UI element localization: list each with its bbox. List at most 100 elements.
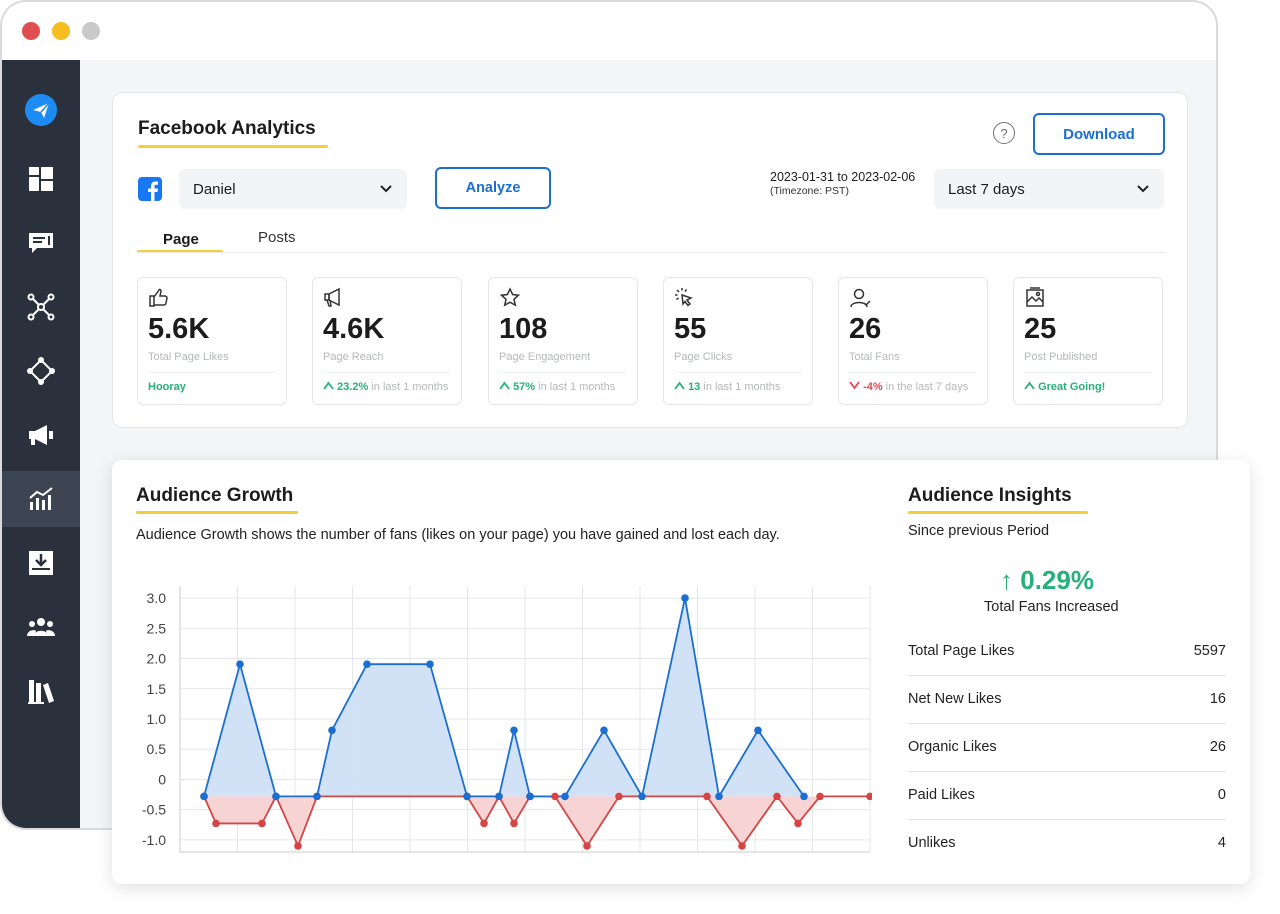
sidebar-item-library[interactable] <box>2 663 80 719</box>
maximize-window-button[interactable] <box>82 22 100 40</box>
network-icon <box>27 293 55 321</box>
series-gained-area <box>204 598 804 797</box>
data-point-lost <box>738 842 746 850</box>
data-point-gained <box>754 726 762 735</box>
stat-footer-strong: 23.2% <box>337 381 369 393</box>
data-point-gained <box>200 792 208 801</box>
help-icon[interactable]: ? <box>993 122 1015 144</box>
data-point-lost <box>480 819 488 828</box>
nodes-icon <box>27 357 55 385</box>
data-point-gained <box>526 792 534 801</box>
y-tick-label: 3.0 <box>147 590 167 606</box>
row-divider <box>908 675 1226 676</box>
data-point-gained <box>561 792 569 801</box>
data-point-gained <box>600 726 608 735</box>
y-tick-label: 0.5 <box>147 741 167 757</box>
stat-divider <box>1024 372 1152 373</box>
y-tick-label: 1.0 <box>147 711 167 727</box>
data-point-lost <box>551 792 559 801</box>
message-icon <box>29 233 53 253</box>
facebook-analytics-card: Facebook Analytics ? Download Daniel Ana… <box>112 92 1188 428</box>
date-range-text: 2023-01-31 to 2023-02-06 <box>770 170 916 184</box>
sidebar-item-dashboard[interactable] <box>2 151 80 207</box>
stat-card-total-fans[interactable]: 26 Total Fans -4% in the last 7 days <box>838 277 988 405</box>
arrow-up-icon: ↑ <box>1000 565 1013 595</box>
sidebar-item-analytics[interactable] <box>2 471 80 527</box>
fans-increase-label: Total Fans Increased <box>984 599 1119 615</box>
stat-card-page-reach[interactable]: 4.6K Page Reach 23.2% in last 1 months <box>312 277 462 405</box>
account-select[interactable]: Daniel <box>179 169 407 209</box>
insight-value: 5597 <box>1193 643 1226 659</box>
y-tick-label: 0 <box>158 771 166 787</box>
data-point-lost <box>773 792 781 801</box>
insight-value: 16 <box>1209 691 1226 707</box>
stat-footer-text: in last 1 months <box>535 381 616 393</box>
data-point-gained <box>236 660 244 668</box>
sidebar-item-connections[interactable] <box>2 343 80 399</box>
stat-footer-strong: Hooray <box>148 381 186 393</box>
fans-increase-percent: ↑ 0.29% <box>1000 565 1094 596</box>
insight-row-paid-likes: Paid Likes 0 <box>908 787 1226 835</box>
stat-footer-strong: Great Going! <box>1038 381 1106 393</box>
stat-footer: 13 in last 1 months <box>674 381 780 393</box>
insight-row-net-new-likes: Net New Likes 16 <box>908 691 1226 739</box>
period-select[interactable]: Last 7 days <box>934 169 1164 209</box>
insight-value: 26 <box>1209 739 1226 755</box>
period-select-value: Last 7 days <box>948 180 1025 198</box>
stat-footer-strong: 57% <box>513 381 536 393</box>
insight-label: Net New Likes <box>908 691 1002 707</box>
sidebar-item-downloads[interactable] <box>2 535 80 591</box>
stat-footer: 57% in last 1 months <box>499 381 615 393</box>
chevron-down-icon <box>1137 185 1149 193</box>
row-divider <box>908 819 1226 820</box>
title-underline <box>138 145 328 148</box>
sidebar-item-publish[interactable] <box>2 82 80 138</box>
y-tick-label: 1.5 <box>147 681 167 697</box>
stat-label: Page Engagement <box>499 351 591 363</box>
stat-divider <box>323 372 451 373</box>
close-window-button[interactable] <box>22 22 40 40</box>
sidebar-item-network[interactable] <box>2 279 80 335</box>
data-point-lost <box>212 819 220 828</box>
stat-value: 25 <box>1024 313 1057 345</box>
audience-growth-chart: 3.0 2.5 2.0 1.5 1.0 0.5 0 -0.5 -1.0 <box>142 586 872 853</box>
dashboard-icon <box>29 167 53 191</box>
stat-card-total-page-likes[interactable]: 5.6K Total Page Likes Hooray <box>137 277 287 405</box>
stat-card-post-published[interactable]: 25 Post Published Great Going! <box>1013 277 1163 405</box>
sidebar-item-messages[interactable] <box>2 215 80 271</box>
data-point-gained <box>272 792 280 801</box>
stat-value: 5.6K <box>148 313 210 345</box>
arrow-up-icon <box>323 381 334 390</box>
sidebar-item-ads[interactable] <box>2 407 80 463</box>
sidebar-item-team[interactable] <box>2 599 80 655</box>
data-point-lost <box>794 819 802 828</box>
stat-label: Total Page Likes <box>148 351 229 363</box>
account-select-value: Daniel <box>193 180 236 198</box>
stat-card-page-clicks[interactable]: 55 Page Clicks 13 in last 1 months <box>663 277 813 405</box>
stat-footer: Hooray <box>148 381 186 393</box>
stat-value: 108 <box>499 313 548 345</box>
insight-label: Unlikes <box>908 835 956 851</box>
tab-page[interactable]: Page <box>163 231 199 248</box>
y-tick-label: -0.5 <box>142 802 166 818</box>
data-point-lost <box>583 842 591 850</box>
stat-label: Page Clicks <box>674 351 733 363</box>
analytics-icon <box>29 487 53 510</box>
tab-posts[interactable]: Posts <box>258 229 296 246</box>
stat-value: 4.6K <box>323 313 385 345</box>
stat-card-page-engagement[interactable]: 108 Page Engagement 57% in last 1 months <box>488 277 638 405</box>
minimize-window-button[interactable] <box>52 22 70 40</box>
row-divider <box>908 771 1226 772</box>
arrow-up-icon <box>499 381 510 390</box>
audience-insights-subtitle: Since previous Period <box>908 523 1050 539</box>
download-button[interactable]: Download <box>1033 113 1165 155</box>
inbox-download-icon <box>29 551 53 575</box>
series-lost-area <box>204 796 870 846</box>
paper-plane-icon <box>25 94 57 126</box>
stat-divider <box>849 372 977 373</box>
star-icon <box>499 287 521 307</box>
data-point-gained <box>426 660 434 668</box>
team-icon <box>27 618 55 636</box>
audience-insights-title: Audience Insights <box>908 485 1072 506</box>
analyze-button[interactable]: Analyze <box>435 167 551 209</box>
